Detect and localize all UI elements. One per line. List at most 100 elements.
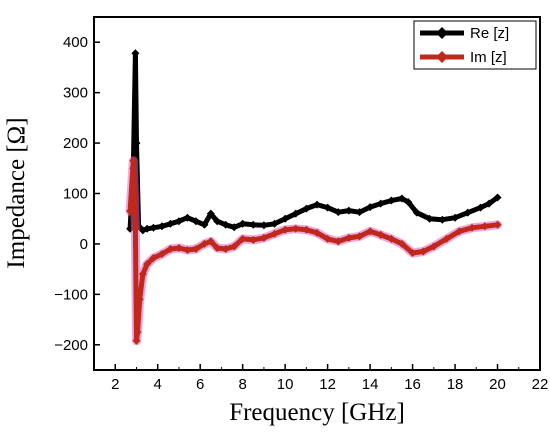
data-point: [408, 249, 417, 258]
data-point: [485, 199, 494, 208]
data-point: [200, 239, 209, 248]
data-point: [157, 250, 166, 259]
series-re: [126, 49, 502, 235]
data-point: [313, 228, 321, 237]
data-point: [213, 217, 222, 226]
data-point: [131, 224, 140, 233]
x-tick-label: 16: [404, 376, 421, 393]
x-tick-label: 22: [532, 376, 549, 393]
data-point: [191, 217, 200, 226]
data-point: [387, 196, 396, 205]
legend-box: [413, 20, 537, 70]
legend-marker-im: [436, 51, 448, 63]
data-point: [183, 245, 192, 254]
data-point: [355, 208, 364, 217]
data-point: [302, 204, 311, 213]
data-point: [126, 207, 135, 216]
series-im: [125, 156, 502, 346]
x-tick-label: 20: [489, 376, 506, 393]
data-point: [129, 156, 138, 165]
data-point: [323, 234, 332, 243]
x-tick-label: 6: [196, 376, 204, 393]
data-point: [143, 224, 152, 233]
data-point: [397, 194, 406, 203]
data-point: [132, 139, 141, 148]
data-point: [200, 220, 209, 229]
data-point: [259, 221, 268, 230]
data-point: [133, 328, 142, 337]
data-point: [230, 223, 239, 232]
data-point: [366, 203, 375, 212]
data-point: [206, 237, 215, 246]
data-point: [249, 220, 258, 229]
data-point: [138, 270, 147, 279]
data-point: [387, 234, 396, 243]
data-point: [429, 242, 438, 251]
data-point: [132, 336, 141, 345]
data-point: [366, 227, 375, 236]
legend-label-im: Im [z]: [470, 49, 507, 66]
data-point: [344, 233, 353, 242]
y-tick-label: −200: [54, 337, 88, 354]
series-layer: [125, 49, 502, 346]
y-tick-label: 300: [63, 85, 88, 102]
plot-frame: [93, 16, 541, 371]
data-point: [334, 208, 343, 217]
data-point: [281, 214, 290, 223]
data-point: [442, 234, 451, 243]
legend: Re [z] Im [z]: [413, 20, 537, 70]
data-point: [376, 230, 385, 239]
data-point: [270, 229, 279, 238]
data-point: [166, 244, 175, 253]
data-point: [157, 222, 166, 231]
x-axis-title: Frequency [GHz]: [229, 399, 405, 426]
data-point: [334, 237, 343, 246]
data-point: [425, 214, 434, 223]
data-point: [291, 224, 300, 233]
x-tick-label: 8: [238, 376, 246, 393]
y-axis-title: Impedance [Ω]: [3, 117, 30, 268]
data-point: [238, 219, 247, 228]
data-point: [174, 217, 183, 226]
data-point: [476, 203, 485, 212]
data-point: [183, 213, 192, 222]
data-point: [238, 234, 247, 243]
y-tick-label: 100: [63, 186, 88, 203]
data-point: [412, 208, 421, 217]
data-point: [419, 247, 428, 256]
series-line: [127, 50, 500, 233]
data-point: [174, 243, 183, 252]
data-point: [166, 219, 175, 228]
data-point: [191, 244, 200, 253]
data-point: [302, 225, 311, 234]
data-point: [135, 295, 144, 304]
data-point: [355, 232, 364, 241]
data-point: [291, 209, 300, 218]
data-point: [404, 198, 413, 207]
y-tick-label: 0: [80, 236, 88, 253]
data-point: [206, 209, 215, 218]
data-point: [493, 220, 502, 229]
x-tick-label: 2: [111, 376, 119, 393]
data-point: [149, 223, 158, 232]
legend-label-re: Re [z]: [470, 25, 509, 42]
y-tick-label: 400: [63, 34, 88, 51]
data-point: [493, 193, 502, 202]
data-point: [376, 199, 385, 208]
data-point: [149, 254, 158, 263]
data-point: [259, 233, 268, 242]
data-point: [438, 215, 447, 224]
data-point: [397, 239, 406, 248]
data-point: [221, 244, 230, 253]
data-point: [313, 200, 321, 209]
data-point: [463, 208, 472, 217]
data-point: [480, 222, 489, 231]
data-point: [344, 206, 353, 215]
y-tick-label: 200: [63, 135, 88, 152]
data-point: [221, 220, 230, 229]
x-tick-label: 4: [154, 376, 162, 393]
x-tick-label: 12: [319, 376, 336, 393]
legend-marker-re: [436, 27, 448, 39]
data-point: [270, 219, 279, 228]
